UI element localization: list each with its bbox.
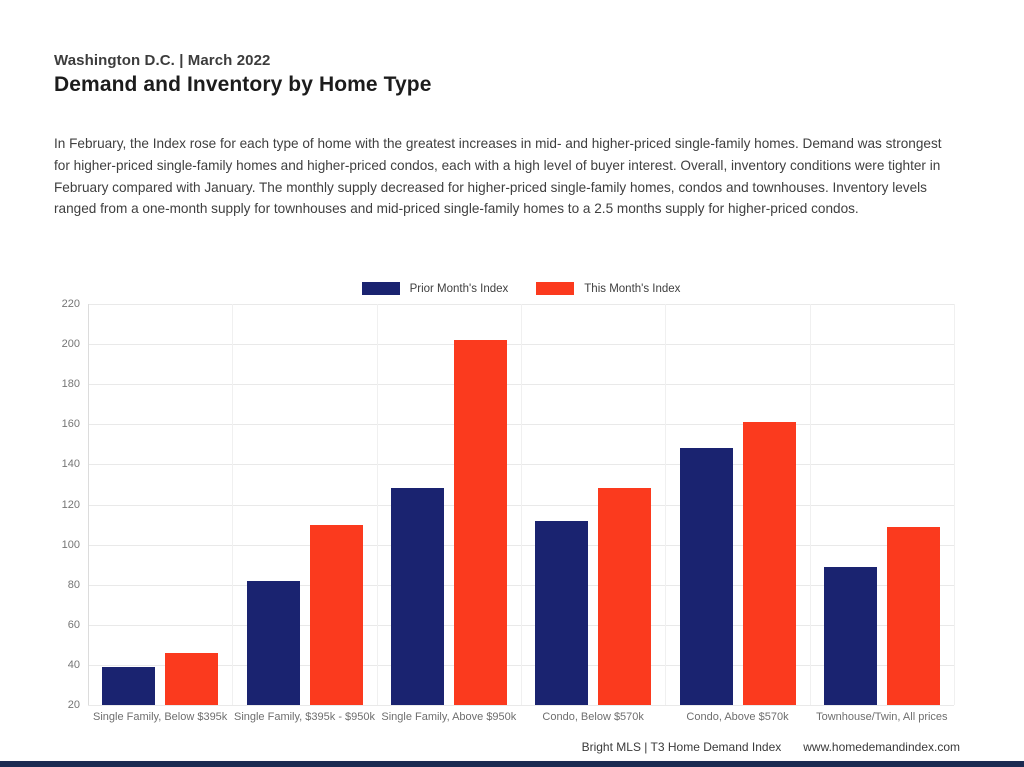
- gridline-vertical: [521, 304, 522, 705]
- bar-prior-group-4: [679, 448, 733, 705]
- legend-item-1: This Month's Index: [536, 282, 680, 295]
- bar-current-group-5: [886, 526, 940, 705]
- x-category-label: Condo, Below $570k: [542, 711, 644, 723]
- x-category-label: Single Family, Below $395k: [93, 711, 228, 723]
- legend-label: This Month's Index: [584, 282, 681, 295]
- chart-plot-area: [88, 304, 955, 706]
- bottom-accent-bar: [0, 761, 1024, 767]
- y-tick-label: 140: [61, 458, 80, 471]
- bar-prior-group-1: [246, 580, 300, 705]
- bar-current-group-4: [742, 422, 796, 705]
- bar-current-group-3: [598, 488, 652, 705]
- chart-legend: Prior Month's Index This Month's Index: [88, 282, 954, 295]
- bar-current-group-2: [453, 340, 507, 705]
- y-axis-line: [88, 304, 89, 705]
- legend-swatch-icon: [536, 282, 575, 295]
- gridline: [88, 705, 954, 706]
- report-header: Washington D.C. | March 2022 Demand and …: [54, 52, 432, 97]
- chart-footer: Bright MLS | T3 Home Demand Index www.ho…: [582, 740, 960, 754]
- y-tick-label: 180: [61, 378, 80, 391]
- gridline-vertical: [376, 304, 378, 705]
- legend-label: Prior Month's Index: [409, 282, 509, 295]
- x-category-label: Single Family, $395k - $950k: [233, 711, 376, 723]
- legend-swatch-icon: [361, 282, 400, 295]
- x-category-label: Condo, Above $570k: [686, 711, 789, 723]
- y-tick-label: 60: [67, 618, 80, 631]
- summary-paragraph: In February, the Index rose for each typ…: [54, 136, 942, 217]
- bar-prior-group-2: [390, 488, 444, 705]
- y-tick-label: 100: [61, 538, 80, 551]
- footer-website-link[interactable]: www.homedemandindex.com: [803, 740, 960, 754]
- gridline-vertical: [232, 304, 234, 705]
- y-tick-label: 120: [61, 498, 80, 511]
- gridline-vertical: [954, 304, 955, 705]
- footer-source-text: Bright MLS | T3 Home Demand Index: [581, 740, 782, 754]
- y-tick-label: 80: [67, 578, 80, 591]
- y-tick-label: 200: [61, 338, 80, 351]
- report-subtitle: Washington D.C. | March 2022: [54, 52, 271, 69]
- y-tick-label: 160: [61, 418, 80, 431]
- x-category-label: Townhouse/Twin, All prices: [816, 711, 948, 723]
- y-tick-label: 220: [61, 298, 80, 310]
- y-tick-label: 20: [67, 699, 80, 711]
- x-category-label: Single Family, Above $950k: [381, 711, 517, 723]
- y-tick-label: 40: [67, 658, 80, 671]
- demand-bar-chart: Prior Month's Index This Month's Index 20…: [0, 278, 1024, 738]
- gridline-vertical: [665, 304, 667, 705]
- bar-prior-group-5: [823, 566, 877, 705]
- bar-prior-group-0: [102, 666, 156, 705]
- legend-item-0: Prior Month's Index: [361, 282, 509, 295]
- page-title: Demand and Inventory by Home Type: [54, 73, 432, 96]
- gridline-vertical: [809, 304, 811, 705]
- bar-current-group-0: [165, 652, 219, 705]
- bar-current-group-1: [309, 524, 363, 705]
- bar-prior-group-3: [535, 520, 589, 705]
